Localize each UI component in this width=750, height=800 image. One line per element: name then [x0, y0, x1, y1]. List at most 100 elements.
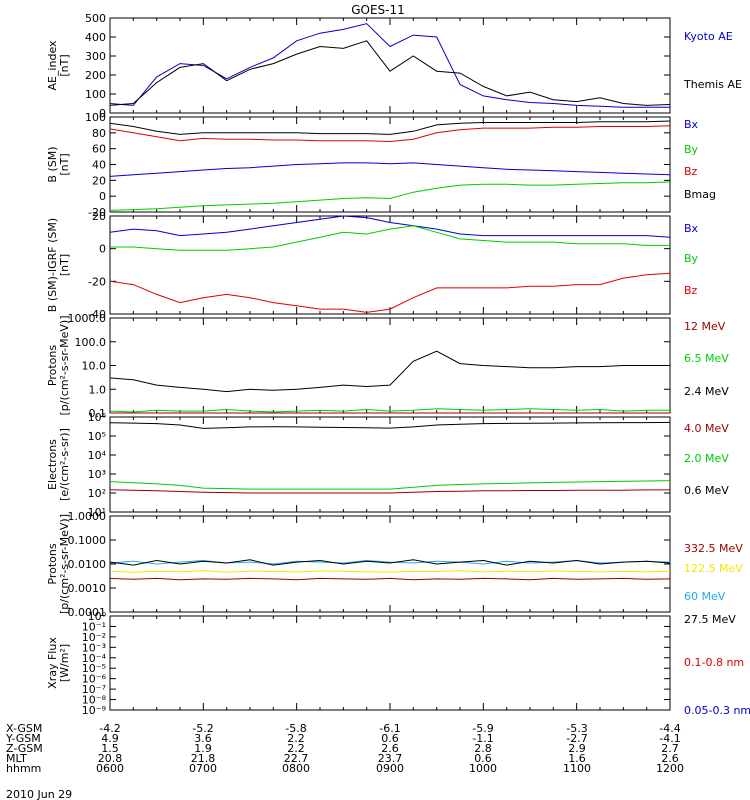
footer-value: 0.6	[381, 732, 399, 745]
series-line-4-0-mev	[109, 489, 670, 494]
series-line-by	[110, 225, 670, 251]
y-axis-label: [e/(cm²-s-sr)]	[58, 428, 71, 501]
y-axis-label: [nT]	[58, 153, 71, 175]
y-tick-label: 80	[92, 127, 106, 140]
y-axis-label: Protons	[46, 543, 59, 584]
y-axis-label: [p/(cm²-s-sr-MeV)]	[58, 316, 71, 416]
footer-value: 0900	[376, 762, 404, 775]
series-line-2-4-mev	[109, 350, 670, 393]
footer-value: 21.8	[191, 752, 216, 765]
panel-electrons: 10¹ 10² 10³ 10⁴ 10⁵ 10⁶ Electrons [e/(cm²-s-sr)…	[46, 411, 729, 519]
legend-label: 12 MeV	[684, 320, 726, 333]
panel-frame	[109, 116, 671, 213]
footer-value: -5.8	[285, 722, 306, 735]
y-tick-label: 10⁻²	[82, 631, 106, 644]
legend-label: Bx	[684, 222, 699, 235]
y-tick-label: 1.0	[89, 383, 107, 396]
y-axis-label: Xray Flux	[46, 637, 59, 689]
y-tick-label: 0	[99, 107, 106, 120]
y-tick-label: 1000.0	[68, 312, 107, 325]
series-line-kyoto-ae	[109, 23, 670, 108]
y-tick-label: 0	[99, 243, 106, 256]
footer-value: 4.9	[101, 732, 119, 745]
legend-label: 2.4 MeV	[684, 385, 729, 398]
series-line-by	[109, 181, 671, 211]
date-label: 2010 Jun 29	[6, 788, 72, 800]
y-tick-label: -40	[88, 308, 106, 321]
y-axis-label: Electrons	[46, 439, 59, 490]
y-axis-label: [nT]	[58, 54, 71, 76]
footer-value: 0600	[96, 762, 124, 775]
legend-label: Bz	[684, 284, 698, 297]
series-line-27-5-mev	[109, 559, 671, 566]
footer-value: 0700	[189, 762, 217, 775]
footer-value: 2.8	[474, 742, 492, 755]
y-tick-label: 20	[92, 210, 106, 223]
panel-b: -20 0 20 40 60 80 100 B (SM) [nT] Bx By Bz Bmag	[46, 111, 716, 219]
y-tick-label: 0	[99, 190, 106, 203]
y-tick-label: 10⁴	[88, 449, 107, 462]
legend-label: 2.0 MeV	[684, 452, 729, 465]
y-axis-label: Protons	[46, 345, 59, 386]
y-axis-label: B (SM)	[46, 146, 59, 182]
y-tick-label: 10⁻⁹	[82, 704, 106, 717]
panel-protons_high: 0.0001 0.0010 0.0100 0.1000 1.0000 Protons [p/…	[46, 510, 743, 626]
footer-value: 1.6	[568, 752, 586, 765]
footer-value: -4.1	[659, 732, 680, 745]
y-tick-label: 400	[85, 31, 106, 44]
legend-label: 6.5 MeV	[684, 352, 729, 365]
y-tick-label: 10⁰	[88, 610, 107, 623]
y-tick-label: 100.0	[75, 336, 107, 349]
series-line-bz	[109, 125, 671, 143]
legend-label: 27.5 MeV	[684, 613, 736, 626]
legend-label: Bz	[684, 165, 698, 178]
series-line-themis-ae	[109, 40, 671, 106]
footer-value: -4.4	[659, 722, 680, 735]
footer-value: 22.7	[284, 752, 309, 765]
ephemeris-footer: X-GSM -4.2 -5.2 -5.8 -6.1 -5.9 -5.3 -4.4 Y-GSM 4.…	[5, 722, 684, 775]
footer-value: 1.5	[101, 742, 119, 755]
panel-frame	[109, 416, 671, 513]
footer-value: 2.2	[287, 732, 305, 745]
panel-ae: 0 100 200 300 400 500 AE_index [nT] Kyoto AE Them…	[46, 12, 742, 120]
series-line-122-5-mev	[109, 570, 671, 573]
legend-label: Bmag	[684, 188, 716, 201]
y-tick-label: 10⁻⁷	[82, 683, 106, 696]
y-tick-label: 10.0	[82, 360, 107, 373]
y-tick-label: 60	[92, 143, 106, 156]
footer-value: -5.9	[472, 722, 493, 735]
footer-value: 2.9	[568, 742, 586, 755]
footer-value: -6.1	[379, 722, 400, 735]
series-line-bz	[109, 272, 671, 313]
footer-value: 2.2	[287, 742, 305, 755]
series-line-0-6-mev	[109, 421, 671, 429]
footer-value: 0800	[282, 762, 310, 775]
plot-title: GOES-11	[351, 3, 405, 17]
y-tick-label: 20	[92, 174, 106, 187]
footer-row-label: hhmm	[6, 762, 41, 775]
y-tick-label: 1.0000	[68, 510, 107, 523]
panel-bigrf: -40 -20 0 20 B (SM)-IGRF (SM) [nT] Bx By Bz	[46, 210, 699, 321]
y-tick-label: 10⁻¹	[82, 620, 106, 633]
footer-row-label: Y-GSM	[5, 732, 41, 745]
footer-value: 20.8	[98, 752, 123, 765]
y-tick-label: 10³	[88, 468, 106, 481]
y-axis-label: AE_index	[46, 40, 59, 91]
y-tick-label: 10⁻⁴	[82, 652, 107, 665]
panel-frame	[109, 615, 671, 711]
y-tick-label: 10¹	[88, 506, 106, 519]
legend-label: 0.1-0.8 nm	[684, 656, 744, 669]
y-tick-label: 0.1000	[68, 534, 107, 547]
footer-value: 1200	[656, 762, 684, 775]
footer-value: 2.6	[661, 752, 679, 765]
footer-row-label: MLT	[6, 752, 27, 765]
panel-protons_low: 0.1 1.0 10.0 100.0 1000.0 Protons [p/(cm²-s-sr…	[46, 312, 729, 420]
y-tick-label: -20	[88, 275, 106, 288]
legend-label: 4.0 MeV	[684, 422, 729, 435]
y-tick-label: 100	[85, 111, 106, 124]
panel-frame	[109, 515, 671, 613]
footer-value: 1.9	[194, 742, 212, 755]
footer-value: 2.6	[381, 742, 399, 755]
series-line-2-0-mev	[109, 480, 671, 490]
